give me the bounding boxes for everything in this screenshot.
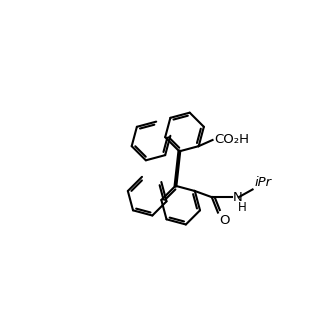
Text: CO₂H: CO₂H <box>214 134 249 147</box>
Text: N: N <box>233 191 242 204</box>
Text: O: O <box>219 214 230 227</box>
Text: iPr: iPr <box>254 176 271 189</box>
Text: H: H <box>238 201 247 214</box>
